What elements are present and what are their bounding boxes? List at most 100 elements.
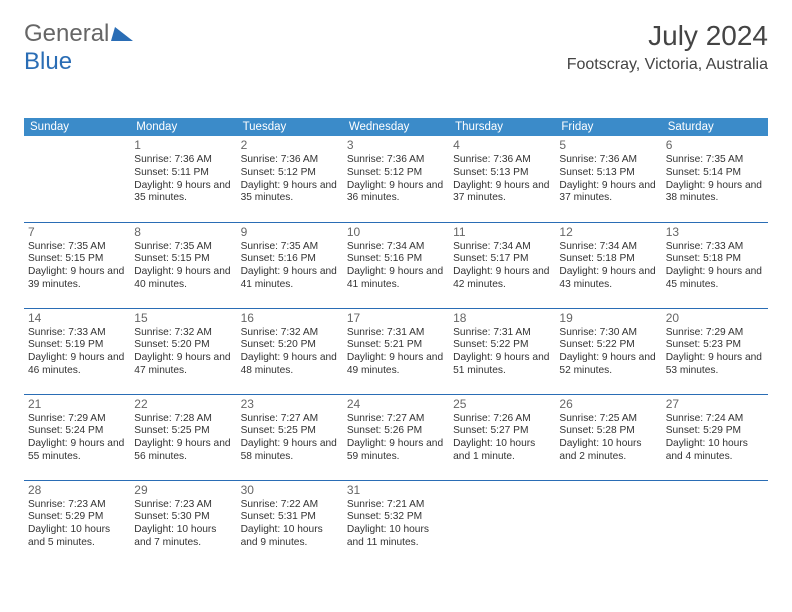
day-number: 13 — [666, 225, 764, 240]
calendar-day-cell: 17Sunrise: 7:31 AMSunset: 5:21 PMDayligh… — [343, 308, 449, 394]
sunset-text: Sunset: 5:26 PM — [347, 425, 445, 438]
calendar-day-cell: 24Sunrise: 7:27 AMSunset: 5:26 PMDayligh… — [343, 394, 449, 480]
logo-triangle-icon-2 — [111, 20, 133, 47]
day-number: 3 — [347, 138, 445, 153]
sunrise-text: Sunrise: 7:33 AM — [666, 241, 764, 254]
day-number: 14 — [28, 311, 126, 326]
day-number: 2 — [241, 138, 339, 153]
sunrise-text: Sunrise: 7:36 AM — [347, 154, 445, 167]
sunrise-text: Sunrise: 7:36 AM — [134, 154, 232, 167]
calendar-week-row: 21Sunrise: 7:29 AMSunset: 5:24 PMDayligh… — [24, 394, 768, 480]
header: General Blue July 2024 Footscray, Victor… — [24, 20, 768, 74]
daylight-text: Daylight: 9 hours and 41 minutes. — [241, 266, 339, 292]
sunrise-text: Sunrise: 7:27 AM — [241, 413, 339, 426]
sunset-text: Sunset: 5:25 PM — [134, 425, 232, 438]
sunrise-text: Sunrise: 7:25 AM — [559, 413, 657, 426]
day-number: 30 — [241, 483, 339, 498]
day-number: 17 — [347, 311, 445, 326]
sunset-text: Sunset: 5:16 PM — [241, 253, 339, 266]
daylight-text: Daylight: 9 hours and 56 minutes. — [134, 438, 232, 464]
day-number: 19 — [559, 311, 657, 326]
sunset-text: Sunset: 5:20 PM — [241, 339, 339, 352]
day-number: 21 — [28, 397, 126, 412]
sunset-text: Sunset: 5:15 PM — [28, 253, 126, 266]
daylight-text: Daylight: 9 hours and 53 minutes. — [666, 352, 764, 378]
sunrise-text: Sunrise: 7:32 AM — [241, 327, 339, 340]
calendar-day-cell — [555, 480, 661, 566]
day-number: 29 — [134, 483, 232, 498]
sunset-text: Sunset: 5:12 PM — [347, 167, 445, 180]
daylight-text: Daylight: 9 hours and 35 minutes. — [134, 180, 232, 206]
sunset-text: Sunset: 5:14 PM — [666, 167, 764, 180]
sunset-text: Sunset: 5:28 PM — [559, 425, 657, 438]
daylight-text: Daylight: 9 hours and 37 minutes. — [453, 180, 551, 206]
day-number: 7 — [28, 225, 126, 240]
daylight-text: Daylight: 9 hours and 36 minutes. — [347, 180, 445, 206]
daylight-text: Daylight: 9 hours and 35 minutes. — [241, 180, 339, 206]
sunrise-text: Sunrise: 7:28 AM — [134, 413, 232, 426]
calendar-day-cell: 18Sunrise: 7:31 AMSunset: 5:22 PMDayligh… — [449, 308, 555, 394]
sunset-text: Sunset: 5:25 PM — [241, 425, 339, 438]
sunset-text: Sunset: 5:13 PM — [453, 167, 551, 180]
day-number: 10 — [347, 225, 445, 240]
calendar-day-cell: 9Sunrise: 7:35 AMSunset: 5:16 PMDaylight… — [237, 222, 343, 308]
daylight-text: Daylight: 9 hours and 37 minutes. — [559, 180, 657, 206]
day-number: 9 — [241, 225, 339, 240]
title-block: July 2024 Footscray, Victoria, Australia — [567, 20, 768, 74]
day-number: 4 — [453, 138, 551, 153]
sunset-text: Sunset: 5:32 PM — [347, 511, 445, 524]
logo-text-general-2: General — [24, 20, 109, 47]
sunrise-text: Sunrise: 7:23 AM — [28, 499, 126, 512]
daylight-text: Daylight: 9 hours and 39 minutes. — [28, 266, 126, 292]
sunset-text: Sunset: 5:24 PM — [28, 425, 126, 438]
logo-text-blue-2: Blue — [24, 48, 72, 75]
calendar-day-cell: 6Sunrise: 7:35 AMSunset: 5:14 PMDaylight… — [662, 136, 768, 222]
calendar-day-cell: 1Sunrise: 7:36 AMSunset: 5:11 PMDaylight… — [130, 136, 236, 222]
calendar-day-cell: 28Sunrise: 7:23 AMSunset: 5:29 PMDayligh… — [24, 480, 130, 566]
sunrise-text: Sunrise: 7:33 AM — [28, 327, 126, 340]
calendar-day-cell: 27Sunrise: 7:24 AMSunset: 5:29 PMDayligh… — [662, 394, 768, 480]
calendar-day-cell: 11Sunrise: 7:34 AMSunset: 5:17 PMDayligh… — [449, 222, 555, 308]
calendar-day-cell: 20Sunrise: 7:29 AMSunset: 5:23 PMDayligh… — [662, 308, 768, 394]
sunrise-text: Sunrise: 7:36 AM — [453, 154, 551, 167]
calendar-day-cell: 29Sunrise: 7:23 AMSunset: 5:30 PMDayligh… — [130, 480, 236, 566]
daylight-text: Daylight: 9 hours and 46 minutes. — [28, 352, 126, 378]
sunrise-text: Sunrise: 7:35 AM — [28, 241, 126, 254]
sunrise-text: Sunrise: 7:36 AM — [241, 154, 339, 167]
sunset-text: Sunset: 5:27 PM — [453, 425, 551, 438]
sunrise-text: Sunrise: 7:27 AM — [347, 413, 445, 426]
col-header: Tuesday — [237, 118, 343, 136]
day-number: 28 — [28, 483, 126, 498]
sunrise-text: Sunrise: 7:35 AM — [134, 241, 232, 254]
sunset-text: Sunset: 5:29 PM — [28, 511, 126, 524]
calendar-table: Sunday Monday Tuesday Wednesday Thursday… — [24, 118, 768, 566]
day-number: 25 — [453, 397, 551, 412]
daylight-text: Daylight: 9 hours and 43 minutes. — [559, 266, 657, 292]
sunset-text: Sunset: 5:31 PM — [241, 511, 339, 524]
sunset-text: Sunset: 5:16 PM — [347, 253, 445, 266]
calendar-body: 1Sunrise: 7:36 AMSunset: 5:11 PMDaylight… — [24, 136, 768, 566]
day-number: 31 — [347, 483, 445, 498]
sunset-text: Sunset: 5:20 PM — [134, 339, 232, 352]
calendar-day-cell — [449, 480, 555, 566]
day-number: 24 — [347, 397, 445, 412]
calendar-day-cell: 7Sunrise: 7:35 AMSunset: 5:15 PMDaylight… — [24, 222, 130, 308]
sunrise-text: Sunrise: 7:30 AM — [559, 327, 657, 340]
day-number: 22 — [134, 397, 232, 412]
daylight-text: Daylight: 10 hours and 7 minutes. — [134, 524, 232, 550]
sunset-text: Sunset: 5:22 PM — [559, 339, 657, 352]
sunset-text: Sunset: 5:11 PM — [134, 167, 232, 180]
calendar-day-cell: 31Sunrise: 7:21 AMSunset: 5:32 PMDayligh… — [343, 480, 449, 566]
sunrise-text: Sunrise: 7:21 AM — [347, 499, 445, 512]
col-header: Sunday — [24, 118, 130, 136]
daylight-text: Daylight: 9 hours and 51 minutes. — [453, 352, 551, 378]
sunrise-text: Sunrise: 7:26 AM — [453, 413, 551, 426]
calendar-week-row: 28Sunrise: 7:23 AMSunset: 5:29 PMDayligh… — [24, 480, 768, 566]
sunset-text: Sunset: 5:21 PM — [347, 339, 445, 352]
sunrise-text: Sunrise: 7:34 AM — [559, 241, 657, 254]
daylight-text: Daylight: 10 hours and 5 minutes. — [28, 524, 126, 550]
sunrise-text: Sunrise: 7:34 AM — [347, 241, 445, 254]
daylight-text: Daylight: 10 hours and 4 minutes. — [666, 438, 764, 464]
sunset-text: Sunset: 5:30 PM — [134, 511, 232, 524]
daylight-text: Daylight: 10 hours and 1 minute. — [453, 438, 551, 464]
